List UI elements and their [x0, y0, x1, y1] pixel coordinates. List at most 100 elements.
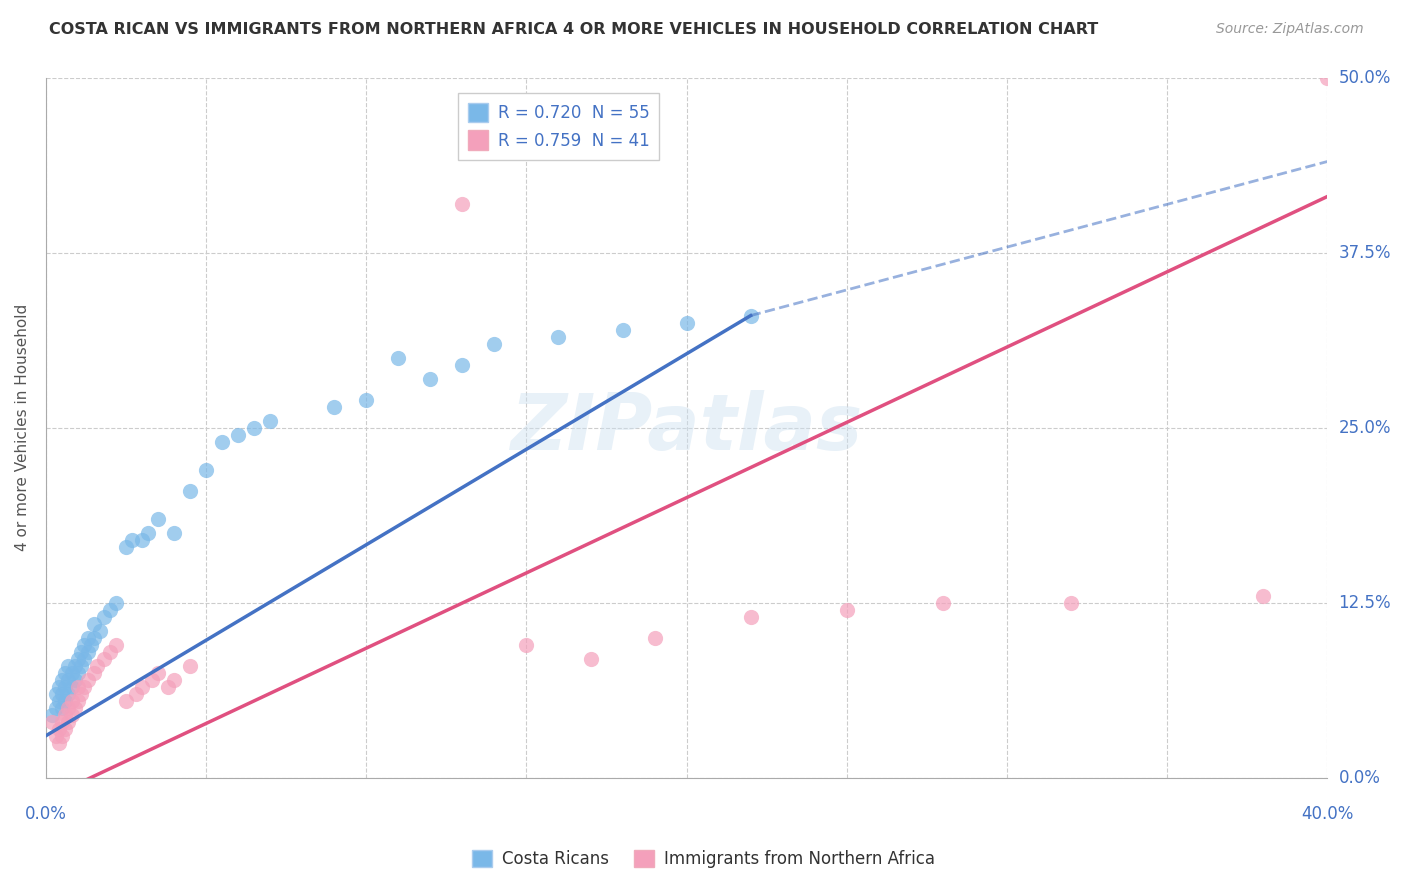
Point — [83, 665, 105, 680]
Point — [70, 687, 93, 701]
Point — [146, 511, 169, 525]
Point — [60, 680, 83, 694]
Legend: Costa Ricans, Immigrants from Northern Africa: Costa Ricans, Immigrants from Northern A… — [465, 843, 941, 875]
Point — [121, 533, 143, 547]
Point — [356, 392, 378, 407]
Text: 37.5%: 37.5% — [1339, 244, 1391, 261]
Point — [740, 609, 762, 624]
Y-axis label: 4 or more Vehicles in Household: 4 or more Vehicles in Household — [15, 304, 30, 551]
Point — [163, 673, 186, 687]
Point — [66, 694, 89, 708]
Point — [48, 680, 70, 694]
Point — [58, 700, 80, 714]
Point — [131, 680, 153, 694]
Text: 50.0%: 50.0% — [1339, 69, 1391, 87]
Point — [53, 694, 76, 708]
Point — [45, 729, 67, 743]
Point — [105, 638, 128, 652]
Point — [76, 645, 98, 659]
Point — [163, 525, 186, 540]
Point — [63, 700, 86, 714]
Point — [58, 687, 80, 701]
Point — [66, 665, 89, 680]
Point — [675, 316, 697, 330]
Point — [60, 694, 83, 708]
Point — [66, 651, 89, 665]
Point — [51, 673, 73, 687]
Point — [48, 722, 70, 736]
Point — [86, 658, 108, 673]
Point — [515, 638, 537, 652]
Point — [644, 631, 666, 645]
Point — [387, 351, 409, 365]
Point — [131, 533, 153, 547]
Point — [73, 638, 96, 652]
Point — [98, 645, 121, 659]
Point — [835, 602, 858, 616]
Point — [451, 358, 474, 372]
Point — [146, 665, 169, 680]
Point — [547, 329, 569, 343]
Point — [740, 309, 762, 323]
Point — [83, 631, 105, 645]
Point — [105, 596, 128, 610]
Point — [51, 687, 73, 701]
Point — [41, 714, 63, 729]
Legend: R = 0.720  N = 55, R = 0.759  N = 41: R = 0.720 N = 55, R = 0.759 N = 41 — [457, 93, 659, 160]
Text: 40.0%: 40.0% — [1301, 805, 1354, 823]
Point — [156, 680, 179, 694]
Point — [53, 680, 76, 694]
Point — [60, 707, 83, 722]
Point — [48, 736, 70, 750]
Point — [98, 602, 121, 616]
Text: 0.0%: 0.0% — [25, 805, 67, 823]
Point — [48, 694, 70, 708]
Point — [419, 371, 441, 385]
Point — [124, 687, 146, 701]
Point — [1316, 70, 1339, 85]
Point — [51, 700, 73, 714]
Point — [76, 631, 98, 645]
Point — [612, 322, 634, 336]
Point — [70, 658, 93, 673]
Text: ZIPatlas: ZIPatlas — [510, 390, 863, 466]
Point — [243, 420, 266, 434]
Point — [41, 707, 63, 722]
Text: 25.0%: 25.0% — [1339, 418, 1391, 436]
Point — [138, 525, 160, 540]
Point — [1060, 596, 1083, 610]
Point — [45, 687, 67, 701]
Point — [932, 596, 955, 610]
Point — [141, 673, 163, 687]
Point — [58, 658, 80, 673]
Point — [73, 651, 96, 665]
Text: 0.0%: 0.0% — [1339, 769, 1381, 787]
Text: COSTA RICAN VS IMMIGRANTS FROM NORTHERN AFRICA 4 OR MORE VEHICLES IN HOUSEHOLD C: COSTA RICAN VS IMMIGRANTS FROM NORTHERN … — [49, 22, 1098, 37]
Point — [53, 722, 76, 736]
Point — [63, 673, 86, 687]
Point — [259, 414, 281, 428]
Point — [53, 665, 76, 680]
Point — [93, 651, 115, 665]
Point — [83, 616, 105, 631]
Point — [73, 680, 96, 694]
Point — [89, 624, 111, 638]
Point — [76, 673, 98, 687]
Text: 12.5%: 12.5% — [1339, 594, 1391, 612]
Point — [451, 196, 474, 211]
Point — [45, 700, 67, 714]
Point — [58, 714, 80, 729]
Text: Source: ZipAtlas.com: Source: ZipAtlas.com — [1216, 22, 1364, 37]
Point — [179, 483, 201, 498]
Point — [226, 427, 249, 442]
Point — [80, 638, 103, 652]
Point — [53, 707, 76, 722]
Point — [60, 665, 83, 680]
Point — [93, 609, 115, 624]
Point — [323, 400, 346, 414]
Point — [63, 658, 86, 673]
Point — [1251, 589, 1274, 603]
Point — [115, 540, 138, 554]
Point — [211, 434, 233, 449]
Point — [51, 714, 73, 729]
